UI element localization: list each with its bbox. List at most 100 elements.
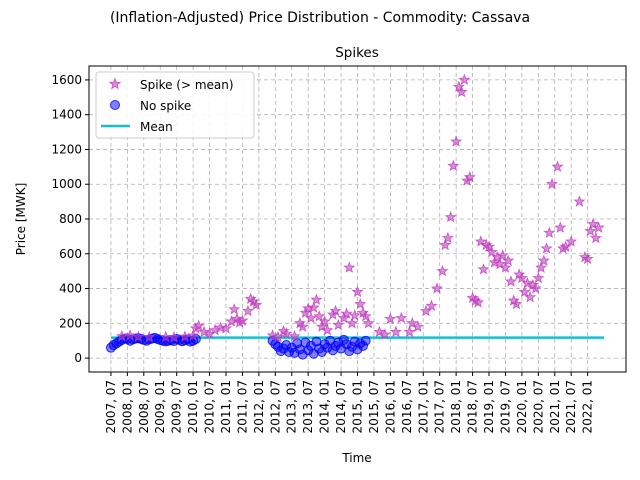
spike-point-39 <box>321 323 334 336</box>
y-axis-label: Price [MWK] <box>14 183 28 256</box>
spike-point-70 <box>452 80 465 92</box>
spike-point-87 <box>499 261 512 273</box>
y-tick-label-3: 600 <box>59 247 82 261</box>
spike-point-45 <box>343 261 356 273</box>
spike-point-13 <box>214 321 227 333</box>
x-tick-label-14: 2014, 07 <box>334 380 348 433</box>
x-tick-label-21: 2018, 01 <box>449 380 463 433</box>
spike-points <box>115 73 605 343</box>
spike-point-54 <box>378 328 391 340</box>
spike-point-46 <box>345 316 359 329</box>
spike-point-71 <box>455 85 468 98</box>
spike-point-98 <box>529 282 542 294</box>
spike-point-86 <box>496 249 509 261</box>
spike-point-49 <box>354 297 367 310</box>
x-tick-label-5: 2010, 01 <box>186 380 200 433</box>
spike-point-100 <box>535 261 548 273</box>
spike-point-10 <box>198 325 211 338</box>
legend-no-spike-marker <box>110 100 120 110</box>
y-tick-label-6: 1200 <box>51 142 82 156</box>
x-tick-label-26: 2020, 07 <box>531 380 545 433</box>
spike-point-60 <box>411 320 424 332</box>
spike-point-103 <box>543 226 556 239</box>
spike-point-63 <box>430 282 443 294</box>
x-tick-label-25: 2020, 01 <box>515 380 529 433</box>
spike-point-28 <box>288 330 301 342</box>
chart-title: Spikes <box>335 45 379 61</box>
spike-point-72 <box>458 73 471 86</box>
spike-point-66 <box>441 231 454 244</box>
spike-point-91 <box>510 297 523 310</box>
x-tick-label-7: 2011, 01 <box>219 380 233 433</box>
x-axis-label: Time <box>341 451 371 465</box>
spike-point-20 <box>241 304 254 317</box>
spike-point-93 <box>515 271 528 284</box>
spike-point-36 <box>313 310 326 322</box>
spike-point-112 <box>581 252 594 265</box>
y-tick-label-1: 200 <box>59 316 82 330</box>
spike-point-74 <box>463 170 476 183</box>
x-tick-label-12: 2013, 07 <box>301 380 315 433</box>
x-tick-label-3: 2009, 01 <box>153 380 167 433</box>
spike-point-24 <box>266 329 279 341</box>
legend-spike-label: Spike (> mean) <box>140 78 234 92</box>
x-tick-label-19: 2017, 01 <box>416 380 430 433</box>
spike-point-58 <box>403 325 416 338</box>
spike-point-105 <box>551 160 564 172</box>
legend-no-spike-label: No spike <box>140 99 191 113</box>
spike-point-96 <box>524 290 537 303</box>
figure-suptitle: (Inflation-Adjusted) Price Distribution … <box>110 10 530 26</box>
y-axis: 0 200 400 600 800 1000 1200 1400 1600 <box>51 73 89 365</box>
x-tick-label-1: 2008, 01 <box>120 380 134 433</box>
x-tick-label-28: 2021, 07 <box>564 380 578 433</box>
spike-point-88 <box>502 254 515 266</box>
x-tick-label-15: 2015, 01 <box>351 380 365 433</box>
x-axis: 2007, 07 2008, 01 2008, 07 2009, 01 2009, 07… <box>104 372 595 433</box>
spike-point-109 <box>565 235 578 247</box>
y-tick-label-7: 1400 <box>51 108 82 122</box>
legend-box <box>95 71 255 139</box>
y-tick-label-8: 1600 <box>51 73 82 87</box>
spike-point-33 <box>304 311 317 324</box>
spike-point-69 <box>450 135 463 147</box>
spike-point-5 <box>167 331 180 343</box>
spike-point-114 <box>587 217 600 230</box>
spike-point-2 <box>132 330 145 343</box>
spike-point-56 <box>389 325 402 338</box>
spike-point-44 <box>340 307 353 319</box>
spike-point-78 <box>474 235 487 247</box>
y-tick-label-4: 800 <box>59 212 82 226</box>
x-tick-label-2: 2008, 07 <box>137 380 151 433</box>
spike-point-34 <box>307 301 320 313</box>
spike-point-62 <box>425 299 438 312</box>
x-tick-label-13: 2014, 01 <box>318 380 332 433</box>
spike-point-42 <box>332 318 345 331</box>
spike-point-65 <box>439 238 452 251</box>
y-tick-label-2: 400 <box>59 282 82 296</box>
spike-point-64 <box>436 264 449 277</box>
legend-spike-star <box>108 77 122 90</box>
x-tick-label-11: 2013, 01 <box>285 380 299 433</box>
x-tick-label-23: 2019, 01 <box>482 380 496 433</box>
spike-point-57 <box>395 311 408 324</box>
legend-mean-label: Mean <box>140 120 173 134</box>
spike-point-23 <box>250 298 263 311</box>
spike-point-48 <box>351 285 364 298</box>
spike-point-47 <box>348 309 361 321</box>
x-tick-label-29: 2022, 01 <box>581 380 595 433</box>
y-tick-label-5: 1000 <box>51 177 82 191</box>
spike-point-6 <box>178 330 191 342</box>
spike-point-3 <box>143 330 156 343</box>
legend: Spike (> mean) No spike Mean <box>95 71 255 139</box>
spike-point-79 <box>477 263 490 275</box>
spike-point-110 <box>573 195 586 207</box>
spike-point-55 <box>384 312 397 325</box>
spike-point-14 <box>219 322 233 334</box>
x-tick-label-0: 2007, 07 <box>104 380 118 433</box>
spike-point-89 <box>504 275 517 287</box>
spike-point-68 <box>447 159 460 172</box>
spike-point-101 <box>537 254 550 266</box>
grid <box>89 66 626 372</box>
spike-point-82 <box>485 245 498 258</box>
